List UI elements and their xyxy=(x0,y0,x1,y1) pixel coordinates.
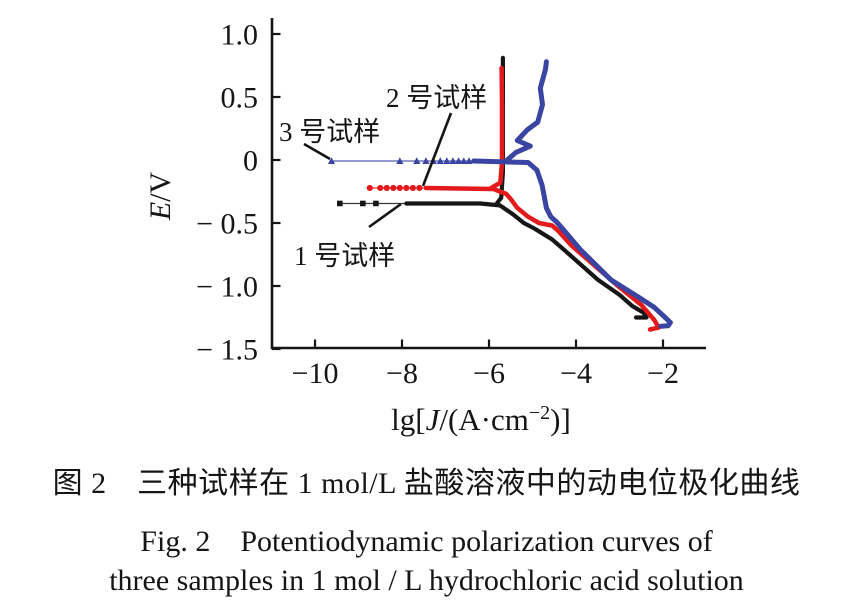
marker-circle xyxy=(377,184,384,192)
marker-triangle xyxy=(443,157,451,165)
annotation-label: 2 号试样 xyxy=(386,83,487,113)
annotation-leader xyxy=(421,112,453,187)
caption-english-line1: Fig. 2 Potentiodynamic polarization curv… xyxy=(140,525,713,558)
y-tick-label: − 1.5 xyxy=(196,334,258,367)
polarization-chart: −10 −8 −6 −4 −2 1.0 0.5 0 − 0.5 − 1.0 − 1.5 lg[J/(A… xyxy=(144,18,706,437)
marker-triangle xyxy=(465,157,473,165)
x-axis-title: lg[J/(A·cm−2)] xyxy=(391,402,571,437)
marker-circle xyxy=(390,184,397,192)
marker-circle xyxy=(383,184,390,192)
x-tick-label: −4 xyxy=(560,357,592,390)
marker-circle xyxy=(403,184,410,192)
y-tick-label: 0.5 xyxy=(221,82,259,115)
marker-square xyxy=(336,200,343,207)
cathodic-branch xyxy=(404,201,649,320)
annotation-label: 3 号试样 xyxy=(279,117,380,147)
anodic-branch xyxy=(503,59,549,164)
y-tick-label: 1.0 xyxy=(221,19,259,52)
marker-triangle xyxy=(327,157,336,165)
caption-chinese: 图 2 三种试样在 1 mol/L 盐酸溶液中的动电位极化曲线 xyxy=(52,467,801,500)
marker-circle xyxy=(366,184,373,192)
marker-triangle xyxy=(396,157,404,165)
annotation-leader xyxy=(368,202,402,229)
marker-triangle xyxy=(454,157,463,165)
marker-circle xyxy=(396,184,403,192)
y-axis-title: E/V xyxy=(144,172,177,222)
y-tick-label: 0 xyxy=(243,145,258,178)
annotation-leader xyxy=(303,142,331,161)
marker-triangle xyxy=(422,157,430,165)
marker-triangle xyxy=(460,157,468,165)
cathodic-branch xyxy=(423,185,661,332)
x-tick-label: −6 xyxy=(473,357,505,390)
marker-square xyxy=(373,200,379,207)
marker-triangle xyxy=(436,157,444,165)
marker-triangle xyxy=(449,157,457,165)
marker-square xyxy=(360,200,366,207)
series-2 号试样 xyxy=(366,65,661,332)
x-tick-label: −10 xyxy=(292,357,339,390)
marker-circle xyxy=(409,184,416,192)
annotation-label: 1 号试样 xyxy=(294,241,395,271)
y-tick-label: − 1.0 xyxy=(196,271,258,304)
x-tick-label: −2 xyxy=(647,357,679,390)
marker-circle xyxy=(416,184,423,192)
anodic-branch xyxy=(488,65,505,191)
series-3 号试样 xyxy=(327,59,673,329)
x-tick-label: −8 xyxy=(386,357,418,390)
caption-english-line2: three samples in 1 mol / L hydrochloric … xyxy=(109,564,744,597)
cathodic-branch xyxy=(471,158,673,329)
marker-triangle xyxy=(413,157,421,165)
y-tick-label: − 0.5 xyxy=(196,208,258,241)
